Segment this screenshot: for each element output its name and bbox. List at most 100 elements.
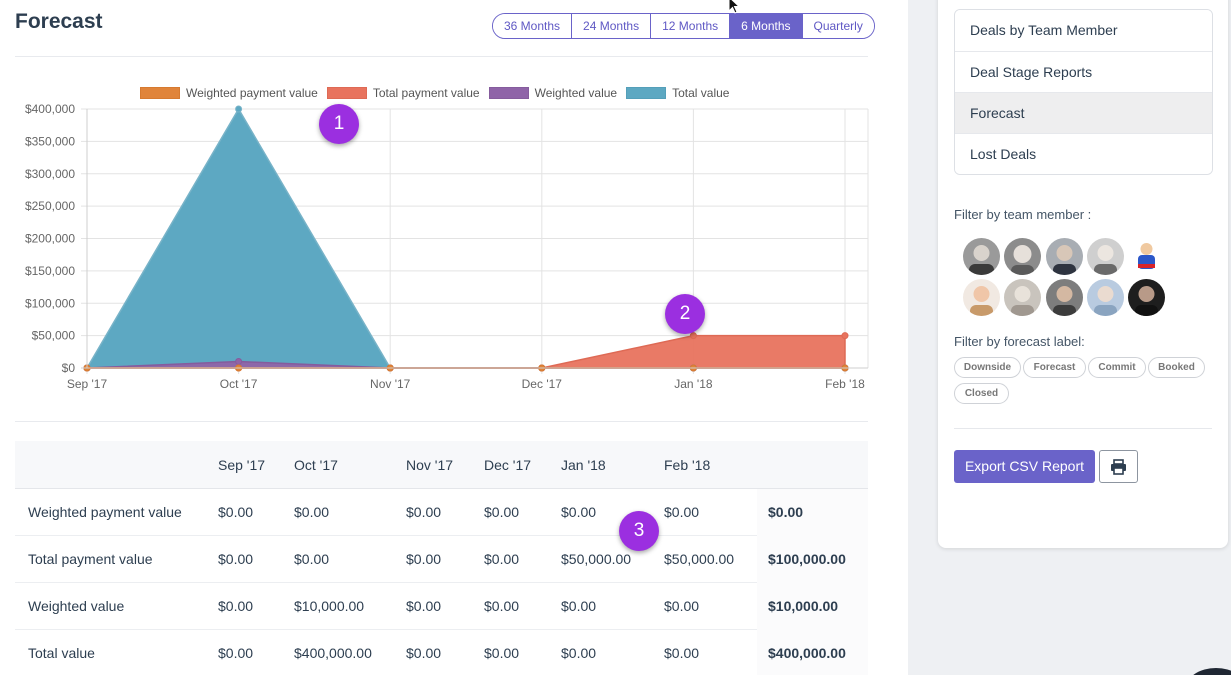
y-tick-label: $300,000 [25,167,75,181]
chip-closed[interactable]: Closed [954,383,1009,404]
avatar[interactable] [1004,279,1041,316]
table-cell: $0.00 [561,504,597,520]
table-cell: $0.00 [218,645,254,661]
export-csv-button[interactable]: Export CSV Report [954,450,1095,483]
divider [15,56,868,57]
avatar[interactable] [1128,238,1165,275]
avatar[interactable] [1087,279,1124,316]
menu-item-deal-stage-reports[interactable]: Deal Stage Reports [955,51,1212,92]
print-button[interactable] [1099,450,1138,483]
table-cell: $10,000.00 [294,598,365,614]
annotation-badge-1: 1 [319,104,359,144]
print-icon [1111,459,1126,475]
mouse-cursor-icon [728,0,741,14]
data-point [689,332,697,340]
y-tick-label: $50,000 [32,329,76,343]
table-row: Total value $0.00 $400,000.00 $0.00 $0.0… [15,630,868,675]
table-cell: $0.00 [484,645,520,661]
chat-widget-icon[interactable] [1186,668,1231,675]
period-12-months-button[interactable]: 12 Months [650,14,730,38]
legend-swatch [140,87,180,99]
forecast-table: Sep '17 Oct '17 Nov '17 Dec '17 Jan '18 … [15,441,868,675]
avatar[interactable] [1087,238,1124,275]
legend-item-total-value[interactable]: Total value [626,86,729,100]
legend-swatch [326,87,367,99]
avatar[interactable] [1046,238,1083,275]
period-selector: 36 Months 24 Months 12 Months 6 Months Q… [492,13,875,39]
main-content: Forecast 36 Months 24 Months 12 Months 6… [15,10,875,675]
row-total: $100,000.00 [768,551,846,567]
x-tick-label: Sep '17 [67,377,108,391]
row-label: Weighted value [28,598,125,614]
forecast-filter-label: Filter by forecast label: [954,334,1085,349]
forecast-area-chart: $0 $50,000 $100,000 $150,000 $200,000 $250,00… [25,102,869,391]
table-cell: $0.00 [664,598,700,614]
column-header: Sep '17 [218,457,266,473]
column-header: Feb '18 [664,457,711,473]
menu-item-deals-by-team-member[interactable]: Deals by Team Member [955,10,1212,51]
avatar[interactable] [1004,238,1041,275]
legend-swatch [626,87,667,99]
table-cell: $0.00 [406,551,442,567]
table-cell: $0.00 [561,645,597,661]
table-cell: $50,000.00 [664,551,735,567]
chip-forecast[interactable]: Forecast [1023,357,1086,378]
x-tick-label: Dec '17 [522,377,563,391]
legend-label: Weighted payment value [186,86,318,100]
row-total: $0.00 [768,504,804,520]
chip-commit[interactable]: Commit [1088,357,1146,378]
column-header: Dec '17 [484,457,532,473]
avatar[interactable] [1128,279,1165,316]
table-cell: $0.00 [218,598,254,614]
row-label: Weighted payment value [28,504,182,520]
column-header: Jan '18 [561,457,606,473]
annotation-badge-3: 3 [619,511,659,551]
legend-item-weighted-value[interactable]: Weighted value [488,86,618,100]
legend-label: Weighted value [534,86,618,100]
period-quarterly-button[interactable]: Quarterly [801,14,874,38]
y-tick-label: $350,000 [25,134,75,148]
y-tick-label: $0 [62,361,76,375]
data-point [841,332,849,340]
table-cell: $0.00 [561,598,597,614]
table-cell: $0.00 [406,645,442,661]
chip-downside[interactable]: Downside [954,357,1021,378]
table-cell: $0.00 [218,551,254,567]
x-tick-label: Oct '17 [220,377,258,391]
period-24-months-button[interactable]: 24 Months [571,14,651,38]
row-label: Total payment value [28,551,153,567]
table-cell: $0.00 [406,598,442,614]
legend-item-total-payment[interactable]: Total payment value [326,86,480,100]
chip-booked[interactable]: Booked [1148,357,1205,378]
menu-item-forecast[interactable]: Forecast [955,92,1212,133]
annotation-badge-2: 2 [665,294,705,334]
data-point [235,358,243,366]
table-cell: $0.00 [664,504,700,520]
y-tick-label: $200,000 [25,232,75,246]
y-tick-label: $100,000 [25,296,75,310]
table-row: Total payment value $0.00 $0.00 $0.00 $0… [15,536,868,583]
table-cell: $0.00 [294,504,330,520]
row-total: $400,000.00 [768,645,846,661]
legend-item-weighted-payment[interactable]: Weighted payment value [140,86,318,100]
y-tick-label: $150,000 [25,264,75,278]
x-tick-label: Jan '18 [674,377,713,391]
divider [954,428,1212,429]
legend-swatch [488,87,529,99]
period-6-months-button[interactable]: 6 Months [729,14,802,38]
avatar[interactable] [963,279,1000,316]
period-36-months-button[interactable]: 36 Months [493,14,572,38]
table-header-row: Sep '17 Oct '17 Nov '17 Dec '17 Jan '18 … [15,441,868,489]
menu-item-lost-deals[interactable]: Lost Deals [955,133,1212,174]
y-tick-label: $250,000 [25,199,75,213]
x-tick-label: Feb '18 [825,377,865,391]
y-tick-label: $400,000 [25,102,75,116]
column-header: Nov '17 [406,457,454,473]
row-total: $10,000.00 [768,598,839,614]
data-point [235,105,243,113]
avatar[interactable] [1046,279,1083,316]
table-cell: $0.00 [484,598,520,614]
avatar[interactable] [963,238,1000,275]
table-cell: $0.00 [484,504,520,520]
